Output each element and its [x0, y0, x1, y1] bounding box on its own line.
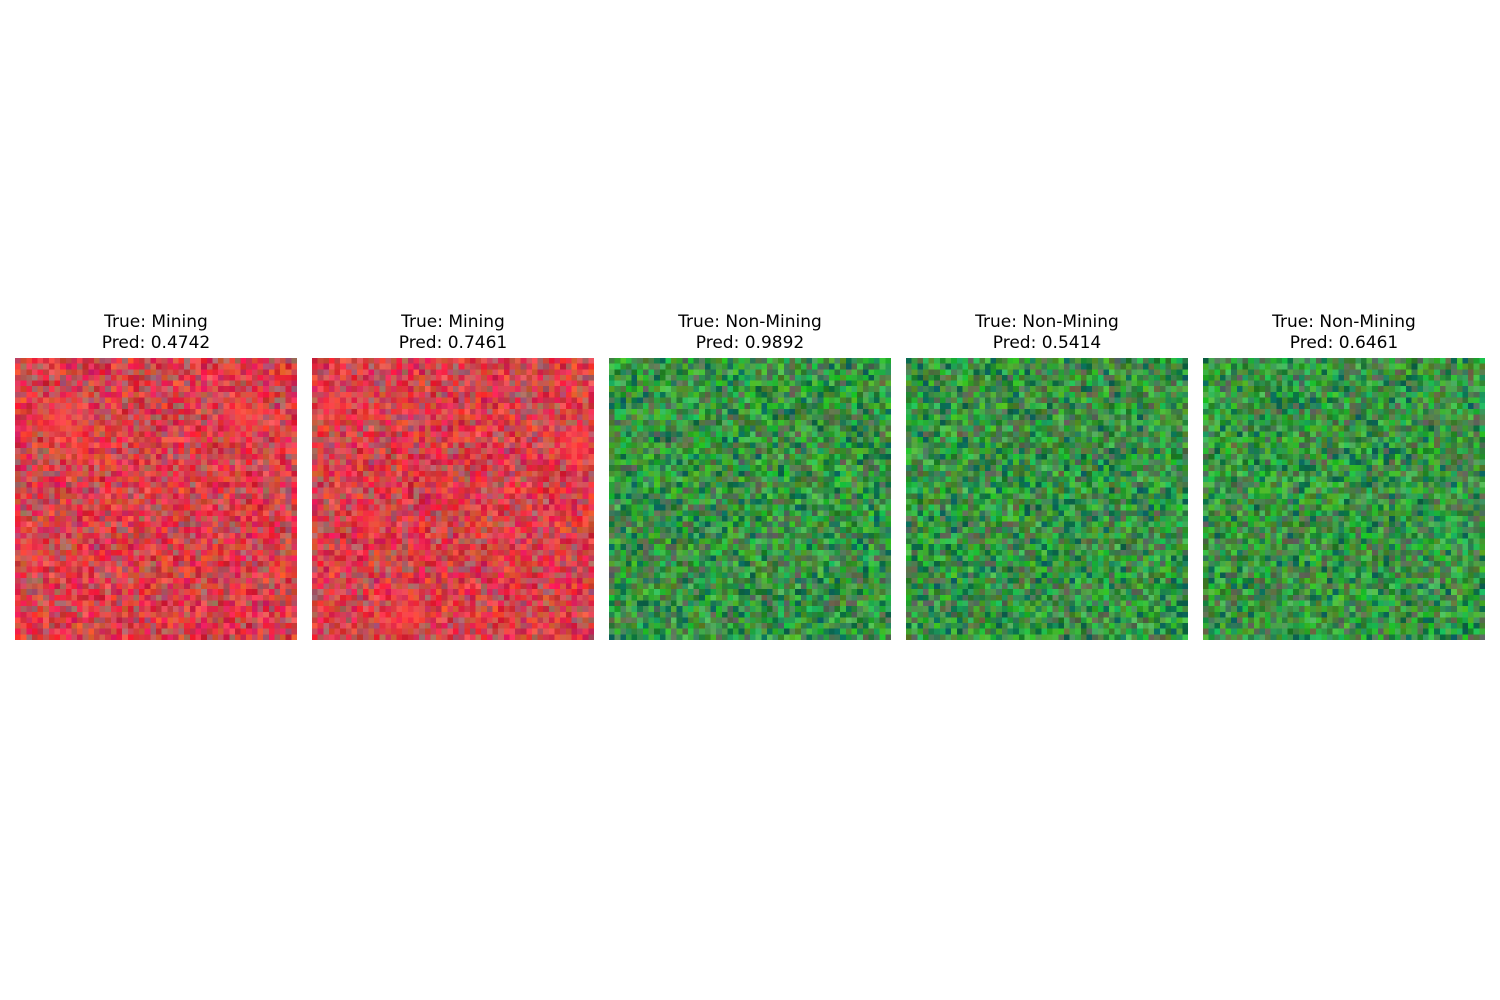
image-tile — [312, 358, 594, 640]
image-tile — [906, 358, 1188, 640]
panel-2: True: Mining Pred: 0.7461 — [312, 312, 594, 640]
pred-label: Pred: 0.4742 — [101, 333, 211, 353]
pred-label: Pred: 0.6461 — [1289, 333, 1399, 353]
true-label: True: Mining — [104, 312, 208, 332]
panel-title: True: Mining Pred: 0.7461 — [312, 312, 594, 358]
panel-1: True: Mining Pred: 0.4742 — [15, 312, 297, 640]
panel-4: True: Non-Mining Pred: 0.5414 — [906, 312, 1188, 640]
pred-label: Pred: 0.9892 — [695, 333, 805, 353]
pred-label: Pred: 0.7461 — [398, 333, 508, 353]
true-label: True: Mining — [401, 312, 505, 332]
true-label: True: Non-Mining — [678, 312, 822, 332]
panel-title: True: Non-Mining Pred: 0.9892 — [609, 312, 891, 358]
true-label: True: Non-Mining — [1272, 312, 1416, 332]
true-label: True: Non-Mining — [975, 312, 1119, 332]
panel-title: True: Mining Pred: 0.4742 — [15, 312, 297, 358]
panel-title: True: Non-Mining Pred: 0.5414 — [906, 312, 1188, 358]
pred-label: Pred: 0.5414 — [992, 333, 1102, 353]
panel-3: True: Non-Mining Pred: 0.9892 — [609, 312, 891, 640]
image-tile — [1203, 358, 1485, 640]
panel-title: True: Non-Mining Pred: 0.6461 — [1203, 312, 1485, 358]
image-tile — [609, 358, 891, 640]
image-tile — [15, 358, 297, 640]
panel-5: True: Non-Mining Pred: 0.6461 — [1203, 312, 1485, 640]
